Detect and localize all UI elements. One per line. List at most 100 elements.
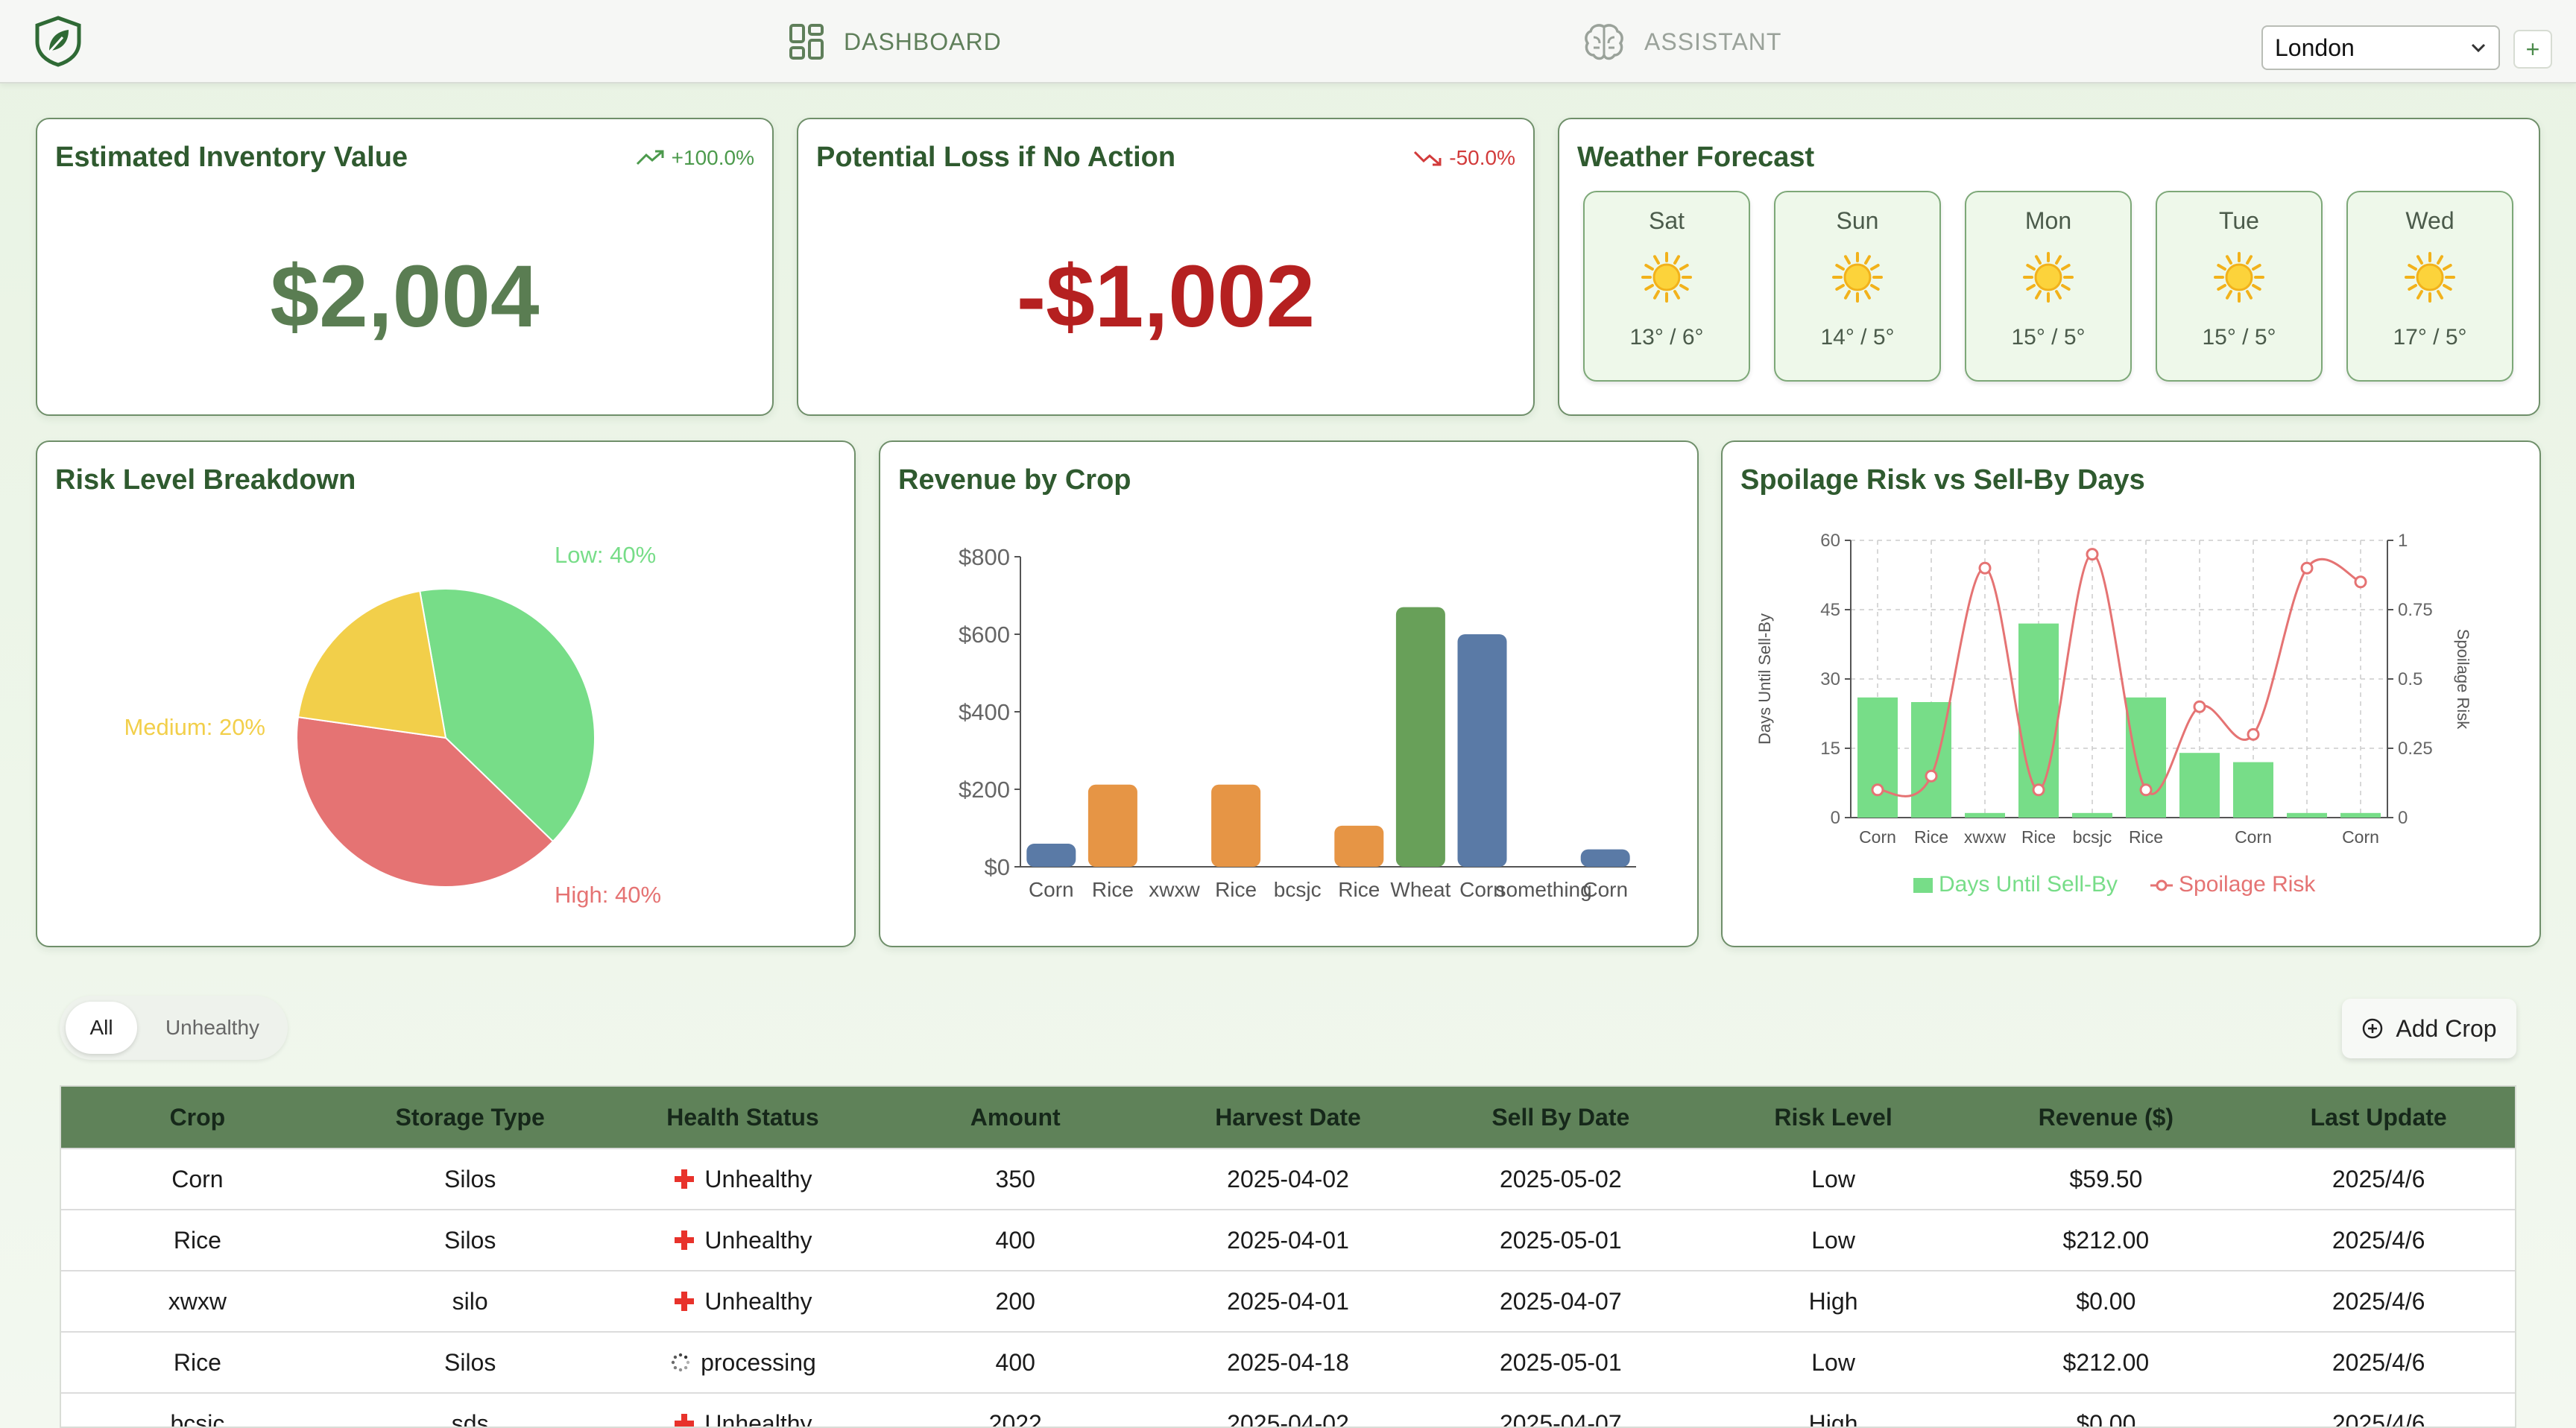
add-crop-button[interactable]: Add Crop <box>2342 999 2516 1058</box>
loss-trend-value: -50.0% <box>1449 146 1515 169</box>
table-cell-storage: Silos <box>443 1348 496 1376</box>
filter-unhealthy-button[interactable]: Unhealthy <box>165 1016 260 1039</box>
chart-legend: Days Until Sell-By Spoilage Risk <box>1913 872 2316 897</box>
city-select[interactable]: London <box>2261 25 2500 70</box>
pie-slice[interactable] <box>296 716 555 888</box>
plus-circle-icon <box>2363 1018 2383 1039</box>
table-row[interactable]: Corn Silos Unhealthy 350 2025-04-02 2025-05-0… <box>61 1148 2515 1209</box>
inventory-value: $2,004 <box>270 247 540 346</box>
revenue-bar[interactable] <box>1087 784 1137 867</box>
sellby-bar[interactable] <box>1857 697 1898 818</box>
column-header[interactable]: Crop <box>169 1103 226 1131</box>
column-header[interactable]: Last Update <box>2310 1103 2447 1131</box>
table-cell-crop: Rice <box>173 1226 221 1254</box>
column-header[interactable]: Harvest Date <box>1215 1103 1361 1131</box>
sellby-bar[interactable] <box>1965 812 2005 818</box>
spoilage-risk-point[interactable] <box>2139 783 2153 797</box>
right-tick-label: 0.25 <box>2398 739 2433 759</box>
spoilage-risk-point[interactable] <box>2032 783 2045 797</box>
sun-icon <box>2214 252 2264 303</box>
nav-assistant-label: ASSISTANT <box>1644 28 1782 55</box>
column-header[interactable]: Amount <box>970 1103 1061 1131</box>
spoilage-risk-point[interactable] <box>2300 561 2314 575</box>
inventory-value-card: Estimated Inventory Value +100.0% $2,004 <box>36 118 774 416</box>
sellby-bar[interactable] <box>2233 762 2273 818</box>
sun-icon <box>2405 252 2455 303</box>
sun-icon <box>1641 252 1692 303</box>
filter-all-button[interactable]: All <box>66 1002 137 1054</box>
sellby-bar[interactable] <box>2072 812 2112 818</box>
column-header[interactable]: Sell By Date <box>1491 1103 1630 1131</box>
column-header[interactable]: Revenue ($) <box>2038 1103 2174 1131</box>
risk-breakdown-title: Risk Level Breakdown <box>55 464 356 496</box>
add-crop-label: Add Crop <box>2396 1014 2497 1042</box>
spoilage-risk-point[interactable] <box>2086 548 2099 561</box>
revenue-bar[interactable] <box>1211 784 1261 867</box>
spoilage-risk-point[interactable] <box>1978 561 1992 575</box>
sellby-bar[interactable] <box>2287 812 2327 818</box>
sellby-bar[interactable] <box>2340 812 2381 818</box>
spoilage-risk-point[interactable] <box>1871 783 1884 797</box>
weather-day-card: Wed 17° / 5° <box>2346 191 2513 382</box>
right-tick-label: 0 <box>2398 808 2408 828</box>
spoilage-risk-point[interactable] <box>2193 700 2206 713</box>
shield-leaf-logo-icon[interactable] <box>33 15 83 67</box>
pie-slice[interactable] <box>297 590 447 739</box>
y-tick-label: $0 <box>985 854 1010 880</box>
revenue-bar[interactable] <box>1026 844 1076 867</box>
weather-day-name: Sun <box>1836 207 1879 234</box>
revenue-bar[interactable] <box>1395 607 1445 867</box>
table-row[interactable]: Rice Silos processing 400 2025-04-18 2025-05-… <box>61 1331 2515 1392</box>
x-tick-label: Rice <box>2129 827 2163 847</box>
city-select-value: London <box>2275 34 2355 61</box>
pie-slice[interactable] <box>419 587 596 843</box>
x-tick-label: xwxw <box>1149 878 1200 901</box>
table-row[interactable]: Rice Silos Unhealthy 400 2025-04-01 2025-05-0… <box>61 1209 2515 1270</box>
sellby-bar[interactable] <box>2126 697 2166 818</box>
weather-day-card: Tue 15° / 5° <box>2156 191 2323 382</box>
red-cross-icon <box>675 1414 695 1427</box>
table-cell-sellby: 2025-05-01 <box>1499 1348 1622 1376</box>
y-tick-label: $800 <box>959 544 1010 570</box>
sellby-bar[interactable] <box>1911 702 1951 818</box>
table-cell-updated: 2025/4/6 <box>2332 1165 2425 1192</box>
table-cell-updated: 2025/4/6 <box>2332 1348 2425 1376</box>
crop-table: Crop Storage Type Health Status Amount Harve… <box>60 1085 2516 1428</box>
nav-dashboard[interactable]: DASHBOARD <box>789 21 1002 63</box>
risk-breakdown-card: Risk Level Breakdown Low: 40% High: 40% Me… <box>36 440 856 947</box>
left-axis-label: Days Until Sell-By <box>1755 613 1774 745</box>
column-header[interactable]: Storage Type <box>395 1103 545 1131</box>
right-tick-label: 0.75 <box>2398 600 2433 620</box>
x-tick-label: Rice <box>1914 827 1948 847</box>
potential-loss-value: -$1,002 <box>1016 247 1316 346</box>
nav-assistant[interactable]: ASSISTANT <box>1583 21 1781 63</box>
revenue-bar[interactable] <box>1580 849 1630 867</box>
table-cell-revenue: $0.00 <box>2076 1287 2136 1315</box>
table-cell-harvest: 2025-04-18 <box>1227 1348 1349 1376</box>
table-cell-health: processing <box>607 1349 880 1377</box>
loss-trend: -50.0% <box>1413 146 1515 170</box>
spoilage-risk-card: Spoilage Risk vs Sell-By Days 0 15 30 45 60 0… <box>1721 440 2541 947</box>
column-header[interactable]: Health Status <box>666 1103 819 1131</box>
inventory-value-title: Estimated Inventory Value <box>55 142 408 173</box>
add-city-button[interactable]: + <box>2513 30 2552 69</box>
revenue-bar[interactable] <box>1334 825 1384 867</box>
red-cross-icon <box>675 1292 695 1311</box>
potential-loss-card: Potential Loss if No Action -50.0% -$1,0… <box>797 118 1535 416</box>
column-header[interactable]: Risk Level <box>1774 1103 1892 1131</box>
revenue-bar[interactable] <box>1457 634 1507 867</box>
table-cell-harvest: 2025-04-02 <box>1227 1409 1349 1428</box>
sellby-bar[interactable] <box>2179 753 2220 818</box>
weather-day-card: Sun 14° / 5° <box>1774 191 1941 382</box>
spoilage-risk-point[interactable] <box>2354 575 2367 589</box>
table-cell-health: Unhealthy <box>607 1410 880 1427</box>
spoilage-risk-point[interactable] <box>1925 769 1938 783</box>
brain-icon <box>1585 24 1623 60</box>
red-cross-icon <box>675 1169 695 1189</box>
spoilage-risk-point[interactable] <box>2247 727 2260 741</box>
crop-table-body: Corn Silos Unhealthy 350 2025-04-02 2025-05-0… <box>61 1148 2515 1428</box>
sun-icon <box>1832 252 1883 303</box>
table-row[interactable]: bcsjc sds Unhealthy 2022 2025-04-02 2025-04-0… <box>61 1392 2515 1428</box>
table-row[interactable]: xwxw silo Unhealthy 200 2025-04-01 2025-04-07… <box>61 1270 2515 1331</box>
inventory-trend-value: +100.0% <box>671 146 754 169</box>
